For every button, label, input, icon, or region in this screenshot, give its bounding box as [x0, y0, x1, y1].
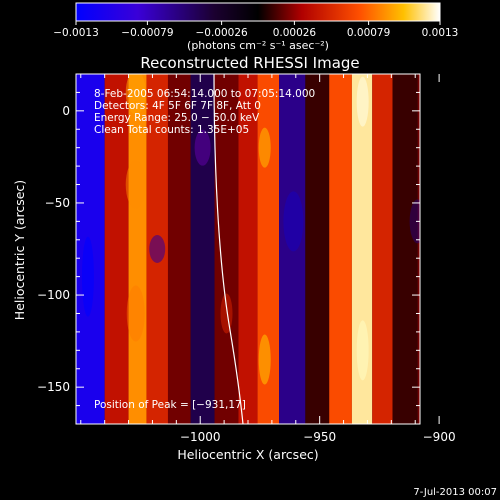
- x-axis-label: Heliocentric X (arcsec): [177, 447, 318, 462]
- heatmap-stripe: [238, 74, 258, 424]
- heatmap-blob: [126, 285, 145, 342]
- heatmap-stripe: [442, 74, 461, 424]
- axis-ticks: −1000 −950 −900 0 −50 −100 −150: [37, 74, 456, 444]
- heatmap-stripe: [305, 74, 330, 424]
- heatmap-blob: [444, 169, 458, 201]
- colorbar-ticks: −0.0013 −0.00079 −0.00026 0.00026 0.00079 0.0…: [53, 21, 458, 39]
- heatmap-stripe: [279, 74, 306, 424]
- heatmap-blob: [81, 236, 94, 317]
- x-tick-label: −950: [303, 430, 336, 444]
- y-axis-label: Heliocentric Y (arcsec): [12, 180, 27, 320]
- colorbar-unit-label: (photons cm⁻² s⁻¹ asec⁻²): [187, 39, 329, 52]
- colorbar: [75, 2, 441, 22]
- heatmap-stripe: [104, 74, 129, 424]
- heatmap-blob: [409, 199, 420, 244]
- heatmap-blob: [444, 332, 458, 368]
- heatmap-stripe: [392, 74, 418, 424]
- info-block: 8-Feb-2005 06:54:14.000 to 07:05:14.000 …: [94, 88, 315, 136]
- heatmap-stripe: [190, 74, 215, 424]
- heatmap-stripe: [461, 74, 478, 424]
- heatmap-blob: [258, 334, 271, 385]
- heatmap-blob: [462, 277, 478, 313]
- colorbar-tick-label: −0.0013: [53, 27, 99, 39]
- heatmap-stripe: [417, 74, 420, 424]
- heatmap-blob: [149, 235, 166, 263]
- heatmap-stripes: [76, 74, 491, 424]
- colorbar-tick-label: −0.00026: [195, 27, 248, 39]
- heatmap-stripe: [167, 74, 191, 424]
- info-line-time: 8-Feb-2005 06:54:14.000 to 07:05:14.000: [94, 88, 315, 100]
- y-tick-label: 0: [62, 104, 70, 118]
- heatmap-stripe: [214, 74, 239, 424]
- heatmap-blob: [283, 191, 304, 252]
- colorbar-tick-label: 0.0013: [422, 27, 459, 39]
- y-tick-label: −150: [37, 380, 70, 394]
- x-tick-label: −1000: [180, 430, 221, 444]
- info-line-energy: Energy Range: 25.0 − 50.0 keV: [94, 112, 260, 124]
- x-tick-label: −900: [423, 430, 456, 444]
- colorbar-tick-label: 0.00026: [273, 27, 317, 39]
- heatmap-blob: [356, 320, 369, 381]
- info-line-detectors: Detectors: 4F 5F 6F 7F 8F, Att 0: [94, 100, 261, 112]
- colorbar-tick-label: −0.00079: [121, 27, 173, 39]
- heatmap-blob: [258, 127, 271, 168]
- heatmap-blobs: [81, 74, 478, 385]
- heatmap-blob: [356, 76, 369, 127]
- heatmap-blob: [125, 160, 146, 209]
- heatmap-stripe: [329, 74, 352, 424]
- heatmap-blob: [194, 129, 211, 166]
- colorbar-tick-label: 0.00079: [347, 27, 390, 39]
- y-tick-label: −100: [37, 288, 70, 302]
- heatmap-blob: [125, 74, 146, 115]
- peak-position-label: Position of Peak = [−931,17]: [94, 399, 246, 411]
- heatmap-stripe: [477, 74, 491, 424]
- timestamp: 7-Jul-2013 00:07: [413, 487, 497, 498]
- y-tick-label: −50: [45, 196, 70, 210]
- heatmap-stripe: [372, 74, 393, 424]
- info-line-clean: Clean Total counts: 1.35E+05: [94, 124, 249, 136]
- solar-limb-curve: [213, 74, 244, 424]
- chart-title: Reconstructed RHESSI Image: [140, 54, 359, 72]
- heatmap-blob: [220, 293, 233, 334]
